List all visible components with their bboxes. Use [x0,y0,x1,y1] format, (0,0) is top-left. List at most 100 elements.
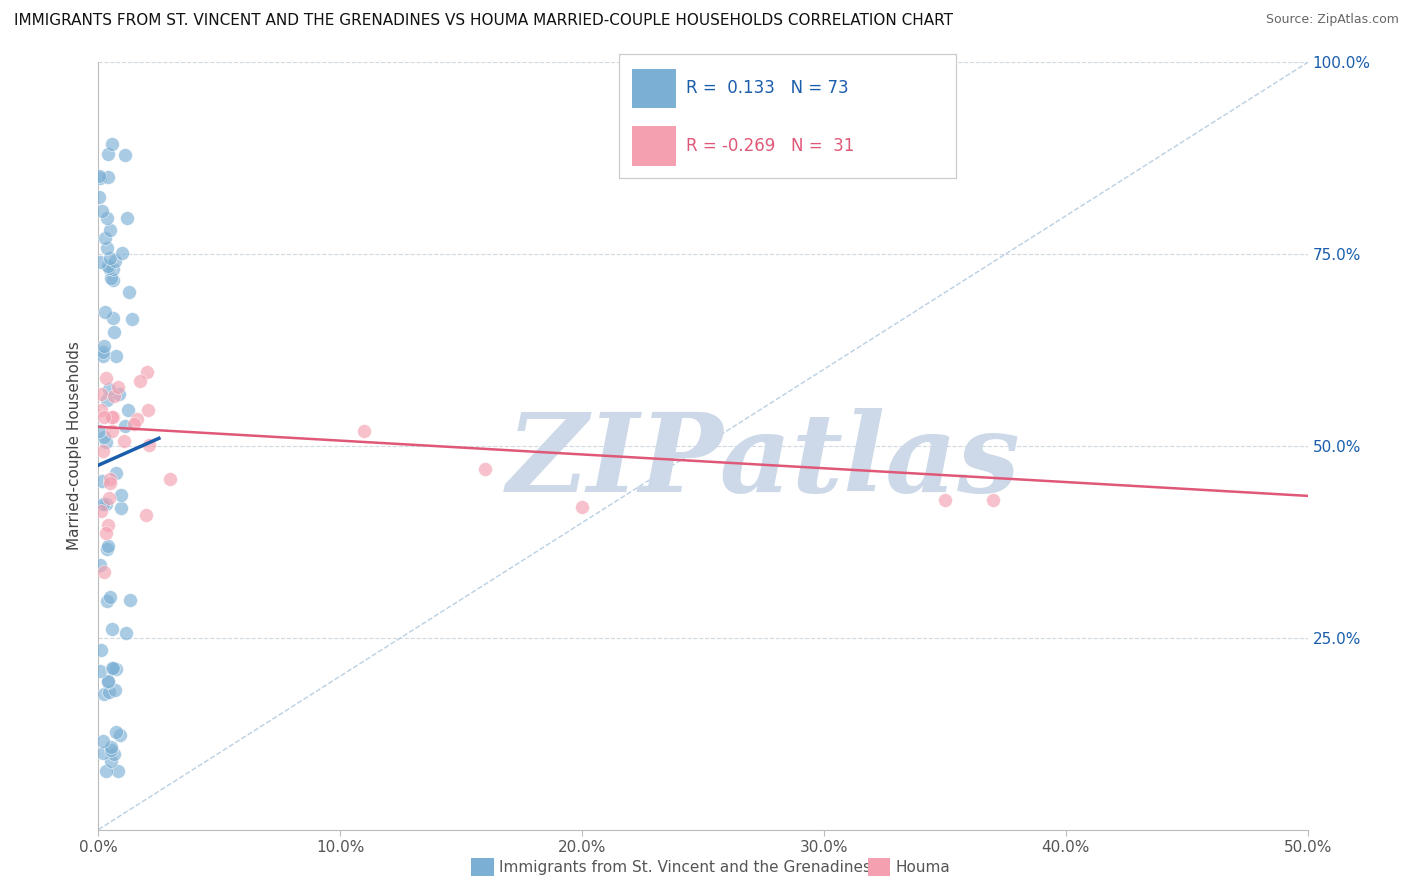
Point [87,190,110,204]
Point [87,169,110,184]
Point [100,743,122,757]
Point [353,424,375,438]
Point [122,417,145,432]
Point [91,474,114,488]
Point [91,345,114,359]
Point [159,472,181,486]
Point [136,403,159,417]
Point [112,434,135,449]
Point [91,733,114,747]
Point [136,365,159,379]
Bar [633,69,676,109]
Point [128,374,150,388]
Bar [633,126,676,166]
Point [934,492,956,507]
Point [97,684,120,698]
Text: R =  0.133   N = 73: R = 0.133 N = 73 [686,79,849,97]
Point [105,350,128,364]
Point [90,403,112,417]
Point [110,488,132,502]
Point [90,504,112,518]
Point [104,254,127,268]
Point [97,673,120,688]
Point [97,147,120,161]
Point [474,462,496,476]
Point [100,410,122,425]
Point [120,592,142,607]
Point [98,223,121,237]
Point [98,261,121,276]
Point [104,662,127,676]
Point [101,661,124,675]
Point [91,497,114,511]
Point [94,370,117,384]
Point [97,382,120,396]
Y-axis label: Married-couple Households: Married-couple Households [67,342,83,550]
Point [107,764,129,779]
Point [100,740,122,755]
Point [100,754,122,768]
Point [100,136,122,151]
Point [90,643,112,657]
Point [105,724,128,739]
Point [107,379,129,393]
Point [107,387,129,401]
Point [96,211,118,225]
Point [111,246,134,260]
Point [98,491,121,505]
Point [93,566,115,580]
Point [104,683,127,698]
Point [89,170,111,185]
Point [90,386,112,401]
Point [125,411,148,425]
Point [121,312,143,326]
Point [96,497,118,511]
Point [93,687,115,701]
Point [97,675,120,690]
Point [93,430,115,444]
Text: Houma: Houma [896,860,950,874]
Point [89,558,111,572]
Point [96,259,118,273]
Point [104,466,127,480]
Point [96,392,118,407]
Point [103,325,125,339]
Point [100,661,122,675]
Point [110,501,132,516]
Point [98,590,121,604]
Point [101,261,124,276]
Point [94,230,117,244]
Point [100,476,122,491]
Point [103,747,125,762]
Point [135,508,157,523]
Point [571,500,593,514]
Point [117,402,139,417]
Point [90,203,112,218]
Point [981,492,1004,507]
Point [96,594,118,608]
Point [103,389,125,403]
Point [101,310,124,325]
Point [89,254,111,268]
Point [115,626,138,640]
Point [100,270,122,285]
Point [93,409,115,424]
Point [93,339,115,353]
Point [114,148,136,162]
Point [97,539,120,553]
Point [103,410,125,425]
Text: Immigrants from St. Vincent and the Grenadines: Immigrants from St. Vincent and the Gren… [499,860,872,874]
Point [94,525,117,540]
Point [91,746,114,760]
Point [138,438,160,452]
Point [101,622,124,636]
Text: ZIPatlas: ZIPatlas [506,408,1021,515]
Point [101,424,124,438]
Text: IMMIGRANTS FROM ST. VINCENT AND THE GRENADINES VS HOUMA MARRIED-COUPLE HOUSEHOLD: IMMIGRANTS FROM ST. VINCENT AND THE GREN… [14,13,953,29]
Point [97,518,120,533]
Point [94,305,117,319]
Point [97,169,120,184]
Point [98,252,121,266]
Point [115,211,138,226]
Point [110,728,132,742]
